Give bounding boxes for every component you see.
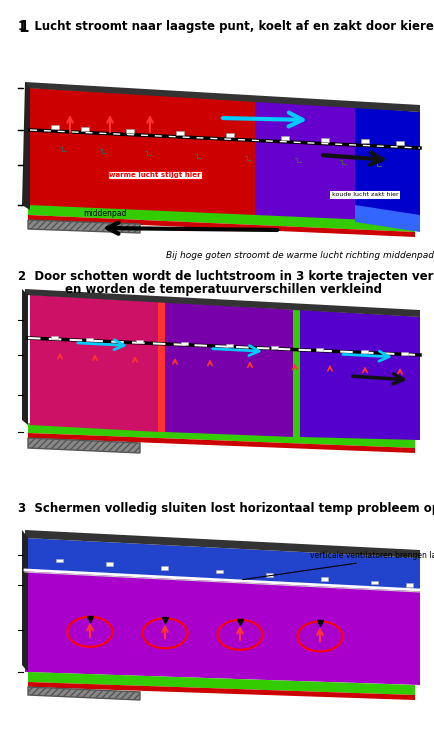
Bar [86, 337, 93, 341]
Bar [405, 583, 412, 587]
Polygon shape [22, 82, 30, 210]
Polygon shape [28, 205, 414, 232]
Bar [126, 128, 134, 133]
Bar [176, 131, 184, 135]
Bar [280, 136, 288, 140]
Bar [395, 141, 403, 145]
Bar [226, 344, 233, 347]
Polygon shape [293, 310, 299, 437]
Bar [360, 140, 368, 143]
Text: en worden de temperatuurverschillen verkleind: en worden de temperatuurverschillen verk… [65, 283, 381, 296]
Bar [315, 348, 322, 351]
Polygon shape [354, 205, 419, 232]
Bar [370, 581, 377, 584]
Polygon shape [25, 538, 419, 590]
Polygon shape [28, 682, 414, 700]
Bar [51, 125, 59, 129]
Bar [181, 342, 187, 345]
Text: koude lucht zakt hier: koude lucht zakt hier [331, 193, 398, 198]
Text: 1: 1 [18, 20, 29, 35]
Polygon shape [28, 215, 414, 237]
Text: verticale ventilatoren brengen lampwarmte omlaag: verticale ventilatoren brengen lampwarmt… [242, 551, 434, 580]
Bar [161, 566, 168, 569]
Polygon shape [30, 295, 160, 432]
Bar [270, 346, 277, 350]
Polygon shape [28, 687, 140, 700]
Text: Bij hoge goten stroomt de warme lucht richting middenpad: Bij hoge goten stroomt de warme lucht ri… [166, 251, 433, 260]
Bar [81, 127, 89, 131]
Polygon shape [254, 100, 354, 223]
Bar [106, 562, 113, 565]
Text: 2  Door schotten wordt de luchtstroom in 3 korte trajecten verdeeld: 2 Door schotten wordt de luchtstroom in … [18, 270, 434, 283]
Bar [360, 350, 367, 353]
Polygon shape [164, 302, 294, 437]
Bar [320, 578, 327, 581]
Polygon shape [354, 107, 419, 228]
Polygon shape [22, 289, 28, 425]
Polygon shape [22, 530, 28, 672]
Polygon shape [28, 433, 414, 453]
Polygon shape [25, 289, 419, 317]
Polygon shape [30, 88, 254, 220]
Polygon shape [28, 423, 414, 448]
Text: middenpad: middenpad [83, 208, 126, 217]
Bar [320, 137, 328, 142]
Polygon shape [28, 438, 140, 453]
Polygon shape [25, 82, 419, 112]
Polygon shape [28, 672, 414, 695]
Bar [56, 559, 63, 562]
Polygon shape [30, 295, 419, 440]
Bar [400, 352, 407, 355]
Text: 1  Lucht stroomt naar laagste punt, koelt af en zakt door kieren: 1 Lucht stroomt naar laagste punt, koelt… [18, 20, 434, 33]
Text: 3  Schermen volledig sluiten lost horizontaal temp probleem op: 3 Schermen volledig sluiten lost horizon… [18, 502, 434, 515]
Polygon shape [158, 302, 164, 432]
Polygon shape [25, 570, 419, 685]
Polygon shape [28, 220, 140, 233]
Text: warme lucht stijgt hier: warme lucht stijgt hier [109, 172, 200, 178]
Polygon shape [25, 530, 419, 558]
Polygon shape [299, 310, 419, 440]
Bar [216, 570, 223, 573]
Bar [226, 133, 233, 137]
Bar [51, 336, 58, 340]
Bar [265, 573, 273, 577]
Bar [136, 340, 143, 344]
